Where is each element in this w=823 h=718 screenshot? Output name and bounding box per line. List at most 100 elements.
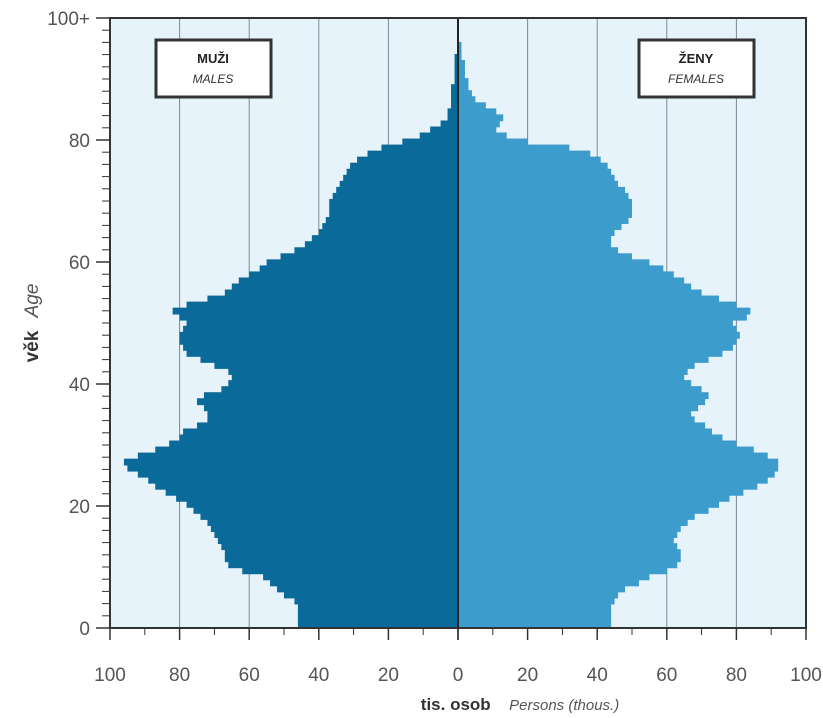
bar-female-age-14 [458,537,674,545]
bar-male-age-44 [200,356,459,363]
bar-female-age-52 [458,307,751,315]
bar-female-age-1 [458,615,612,623]
bar-male-age-78 [367,150,458,158]
bar-male-age-48 [179,332,458,339]
bar-female-age-88 [458,90,472,98]
bar-female-age-84 [458,114,504,122]
bar-male-age-65 [318,229,458,237]
bar-male-age-60 [266,259,458,267]
bar-female-age-92 [458,66,465,73]
bar-male-age-27 [123,458,459,466]
bar-female-age-50 [458,319,733,327]
bar-male-age-21 [176,495,458,502]
bar-male-age-66 [322,223,458,230]
bar-female-age-21 [458,495,730,502]
bar-male-age-7 [270,579,458,587]
legend-females: ŽENY FEMALES [637,38,756,99]
bar-female-age-9 [458,567,667,575]
bar-male-age-30 [169,440,458,448]
x-axis-title: tis. osob Persons (thous.) [421,695,619,714]
x-tick-label-right-60: 60 [656,665,677,686]
bar-male-age-12 [224,549,458,557]
bar-male-age-6 [277,585,458,593]
bar-male-age-33 [197,422,458,430]
bar-female-age-74 [458,175,615,182]
bar-female-age-60 [458,259,650,267]
bar-male-age-42 [228,368,458,375]
bar-female-age-69 [458,205,632,212]
bar-male-age-58 [249,271,458,279]
x-tick-label-left-40: 40 [308,665,329,686]
bar-male-age-39 [221,386,458,394]
bar-female-age-42 [458,368,688,375]
bar-female-age-76 [458,162,608,170]
bar-female-age-47 [458,338,737,345]
bar-male-age-0 [297,621,458,629]
x-tick-label-right-100: 100 [790,665,822,686]
bar-female-age-37 [458,398,706,406]
x-tick-label-right-40: 40 [587,665,608,686]
bar-female-age-27 [458,458,779,466]
bar-male-age-70 [329,199,458,206]
bar-male-age-87 [451,96,458,104]
x-axis-label-bold: tis. osob [421,695,491,714]
bar-male-age-75 [346,168,458,176]
bar-female-age-89 [458,84,469,92]
bar-male-age-3 [297,603,458,611]
bar-female-age-45 [458,350,723,357]
bar-male-age-46 [183,344,458,351]
x-axis-ticks: 100 80 60 40 20 0 20 40 60 80 100 [94,628,822,686]
y-axis-ticks: 0 20 40 60 80 100+ [47,9,110,640]
bar-male-age-86 [451,102,458,110]
y-axis-title: věk Age [22,284,43,363]
bar-male-age-20 [186,501,458,508]
bar-male-age-9 [242,567,458,575]
y-tick-label-100: 100+ [47,9,90,30]
x-tick-label-center: 0 [453,665,464,686]
bar-female-age-33 [458,422,706,430]
bar-male-age-2 [297,609,458,617]
bar-male-age-73 [339,181,458,188]
bar-male-age-24 [148,477,458,484]
bar-male-age-81 [419,132,458,140]
bar-female-age-4 [458,597,615,605]
bar-male-age-68 [329,211,458,218]
bar-female-age-29 [458,446,754,454]
bar-female-age-10 [458,561,678,569]
bar-male-age-80 [402,138,458,146]
bar-female-age-16 [458,525,681,532]
x-tick-label-right-20: 20 [517,665,538,686]
bar-female-age-48 [458,332,740,339]
bar-female-age-35 [458,410,692,418]
bar-male-age-14 [217,537,458,545]
bar-female-age-43 [458,362,695,369]
bar-female-age-22 [458,489,744,496]
bar-female-age-34 [458,416,695,424]
bar-male-age-43 [214,362,458,369]
bar-female-age-31 [458,434,723,442]
bar-male-age-84 [447,114,458,122]
bar-female-age-17 [458,519,688,526]
bar-female-age-44 [458,356,709,363]
bar-male-age-83 [440,120,458,128]
bar-male-age-38 [203,392,458,400]
y-axis-label-bold: věk [22,330,43,362]
bar-male-age-31 [179,434,458,442]
bar-female-age-66 [458,223,622,230]
bar-female-age-30 [458,440,737,448]
bar-female-age-11 [458,555,681,563]
bar-female-age-67 [458,217,629,224]
bar-female-age-80 [458,138,528,146]
bar-male-age-55 [224,289,458,297]
bar-male-age-91 [454,72,458,79]
bar-female-age-13 [458,543,678,551]
y-tick-label-20: 20 [69,497,90,518]
bar-male-age-88 [451,90,458,98]
bar-female-age-7 [458,579,639,587]
svg-text:věk Age: věk Age [22,284,43,363]
bar-female-age-72 [458,187,626,194]
legend-females-label: ŽENY [679,51,714,66]
bar-male-age-29 [155,446,459,454]
bar-female-age-59 [458,265,664,273]
